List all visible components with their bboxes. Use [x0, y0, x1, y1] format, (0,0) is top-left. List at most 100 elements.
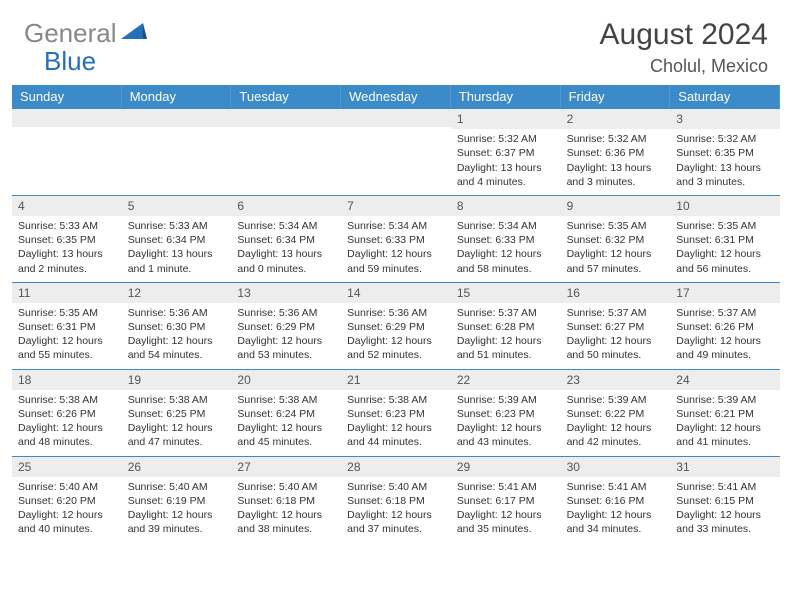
weekday-header: Friday	[561, 85, 671, 108]
daylight-text: Daylight: 12 hours and 57 minutes.	[567, 247, 665, 275]
daylight-text: Daylight: 12 hours and 48 minutes.	[18, 421, 116, 449]
day-number: 19	[122, 370, 232, 390]
day-details: Sunrise: 5:40 AMSunset: 6:20 PMDaylight:…	[12, 480, 122, 537]
day-cell: 11Sunrise: 5:35 AMSunset: 6:31 PMDayligh…	[12, 283, 122, 369]
day-details: Sunrise: 5:33 AMSunset: 6:34 PMDaylight:…	[122, 219, 232, 276]
calendar: Sunday Monday Tuesday Wednesday Thursday…	[0, 85, 792, 542]
day-details: Sunrise: 5:39 AMSunset: 6:22 PMDaylight:…	[561, 393, 671, 450]
sunset-text: Sunset: 6:24 PM	[237, 407, 335, 421]
day-number: 3	[670, 109, 780, 129]
sunrise-text: Sunrise: 5:38 AM	[237, 393, 335, 407]
daylight-text: Daylight: 12 hours and 50 minutes.	[567, 334, 665, 362]
daylight-text: Daylight: 12 hours and 42 minutes.	[567, 421, 665, 449]
sunset-text: Sunset: 6:33 PM	[347, 233, 445, 247]
sunset-text: Sunset: 6:23 PM	[347, 407, 445, 421]
day-number	[122, 109, 232, 127]
sunrise-text: Sunrise: 5:40 AM	[347, 480, 445, 494]
day-cell	[341, 109, 451, 195]
weekday-header: Monday	[122, 85, 232, 108]
day-cell: 26Sunrise: 5:40 AMSunset: 6:19 PMDayligh…	[122, 457, 232, 543]
day-cell	[231, 109, 341, 195]
day-number: 10	[670, 196, 780, 216]
week-row: 11Sunrise: 5:35 AMSunset: 6:31 PMDayligh…	[12, 282, 780, 369]
sunset-text: Sunset: 6:36 PM	[567, 146, 665, 160]
day-cell: 2Sunrise: 5:32 AMSunset: 6:36 PMDaylight…	[561, 109, 671, 195]
day-number: 22	[451, 370, 561, 390]
sunrise-text: Sunrise: 5:41 AM	[676, 480, 774, 494]
day-cell: 10 Sunrise: 5:35 AMSunset: 6:31 PMDayligh…	[670, 196, 780, 282]
sunrise-text: Sunrise: 5:33 AM	[18, 219, 116, 233]
day-details: Sunrise: 5:32 AMSunset: 6:37 PMDaylight:…	[451, 132, 561, 189]
sunrise-text: Sunrise: 5:40 AM	[237, 480, 335, 494]
sunrise-text: Sunrise: 5:36 AM	[237, 306, 335, 320]
sunset-text: Sunset: 6:29 PM	[237, 320, 335, 334]
day-details: Sunrise: 5:38 AMSunset: 6:23 PMDaylight:…	[341, 393, 451, 450]
page-header: General Blue August 2024 Cholul, Mexico	[0, 0, 792, 85]
day-details: Sunrise: 5:34 AMSunset: 6:34 PMDaylight:…	[231, 219, 341, 276]
day-cell: 13Sunrise: 5:36 AMSunset: 6:29 PMDayligh…	[231, 283, 341, 369]
sunset-text: Sunset: 6:28 PM	[457, 320, 555, 334]
daylight-text: Daylight: 12 hours and 55 minutes.	[18, 334, 116, 362]
day-number: 6	[231, 196, 341, 216]
sunset-text: Sunset: 6:23 PM	[457, 407, 555, 421]
daylight-text: Daylight: 12 hours and 39 minutes.	[128, 508, 226, 536]
day-cell: 9Sunrise: 5:35 AMSunset: 6:32 PMDaylight…	[561, 196, 671, 282]
daylight-text: Daylight: 12 hours and 51 minutes.	[457, 334, 555, 362]
day-details: Sunrise: 5:41 AMSunset: 6:16 PMDaylight:…	[561, 480, 671, 537]
week-row: 25Sunrise: 5:40 AMSunset: 6:20 PMDayligh…	[12, 456, 780, 543]
sunrise-text: Sunrise: 5:40 AM	[18, 480, 116, 494]
logo-text-part2: Blue	[44, 46, 96, 76]
day-cell: 19Sunrise: 5:38 AMSunset: 6:25 PMDayligh…	[122, 370, 232, 456]
daylight-text: Daylight: 13 hours and 0 minutes.	[237, 247, 335, 275]
day-number: 30	[561, 457, 671, 477]
sunset-text: Sunset: 6:33 PM	[457, 233, 555, 247]
day-number: 26	[122, 457, 232, 477]
daylight-text: Daylight: 12 hours and 43 minutes.	[457, 421, 555, 449]
weeks-container: 1Sunrise: 5:32 AMSunset: 6:37 PMDaylight…	[12, 108, 780, 542]
sunrise-text: Sunrise: 5:36 AM	[347, 306, 445, 320]
location-label: Cholul, Mexico	[600, 56, 768, 77]
daylight-text: Daylight: 13 hours and 1 minute.	[128, 247, 226, 275]
day-cell: 3Sunrise: 5:32 AMSunset: 6:35 PMDaylight…	[670, 109, 780, 195]
daylight-text: Daylight: 13 hours and 2 minutes.	[18, 247, 116, 275]
day-details: Sunrise: 5:35 AMSunset: 6:31 PMDaylight:…	[670, 219, 780, 276]
sunrise-text: Sunrise: 5:39 AM	[457, 393, 555, 407]
day-cell: 22 Sunrise: 5:39 AMSunset: 6:23 PMDayligh…	[451, 370, 561, 456]
day-cell: 7Sunrise: 5:34 AMSunset: 6:33 PMDaylight…	[341, 196, 451, 282]
sunrise-text: Sunrise: 5:38 AM	[128, 393, 226, 407]
sunset-text: Sunset: 6:19 PM	[128, 494, 226, 508]
sunset-text: Sunset: 6:26 PM	[676, 320, 774, 334]
daylight-text: Daylight: 12 hours and 40 minutes.	[18, 508, 116, 536]
sunrise-text: Sunrise: 5:36 AM	[128, 306, 226, 320]
day-cell: 20 Sunrise: 5:38 AMSunset: 6:24 PMDayligh…	[231, 370, 341, 456]
sunrise-text: Sunrise: 5:35 AM	[676, 219, 774, 233]
day-number: 20	[231, 370, 341, 390]
day-number: 23	[561, 370, 671, 390]
day-cell: 17Sunrise: 5:37 AMSunset: 6:26 PMDayligh…	[670, 283, 780, 369]
sunrise-text: Sunrise: 5:35 AM	[18, 306, 116, 320]
weekday-header: Tuesday	[231, 85, 341, 108]
sunset-text: Sunset: 6:35 PM	[676, 146, 774, 160]
sunset-text: Sunset: 6:32 PM	[567, 233, 665, 247]
day-number: 24	[670, 370, 780, 390]
day-number: 11	[12, 283, 122, 303]
day-details: Sunrise: 5:37 AMSunset: 6:27 PMDaylight:…	[561, 306, 671, 363]
day-cell: 15Sunrise: 5:37 AMSunset: 6:28 PMDayligh…	[451, 283, 561, 369]
logo: General Blue	[24, 18, 147, 49]
daylight-text: Daylight: 13 hours and 4 minutes.	[457, 161, 555, 189]
day-details: Sunrise: 5:36 AMSunset: 6:30 PMDaylight:…	[122, 306, 232, 363]
weekday-header-row: Sunday Monday Tuesday Wednesday Thursday…	[12, 85, 780, 108]
day-number: 15	[451, 283, 561, 303]
sunrise-text: Sunrise: 5:37 AM	[567, 306, 665, 320]
daylight-text: Daylight: 12 hours and 45 minutes.	[237, 421, 335, 449]
sunset-text: Sunset: 6:31 PM	[676, 233, 774, 247]
day-number: 28	[341, 457, 451, 477]
day-details: Sunrise: 5:40 AMSunset: 6:18 PMDaylight:…	[231, 480, 341, 537]
daylight-text: Daylight: 12 hours and 59 minutes.	[347, 247, 445, 275]
day-cell: 21Sunrise: 5:38 AMSunset: 6:23 PMDayligh…	[341, 370, 451, 456]
day-cell: 1Sunrise: 5:32 AMSunset: 6:37 PMDaylight…	[451, 109, 561, 195]
day-details: Sunrise: 5:38 AMSunset: 6:24 PMDaylight:…	[231, 393, 341, 450]
logo-triangle-icon	[121, 21, 147, 46]
day-cell	[12, 109, 122, 195]
day-cell: 30 Sunrise: 5:41 AMSunset: 6:16 PMDayligh…	[561, 457, 671, 543]
